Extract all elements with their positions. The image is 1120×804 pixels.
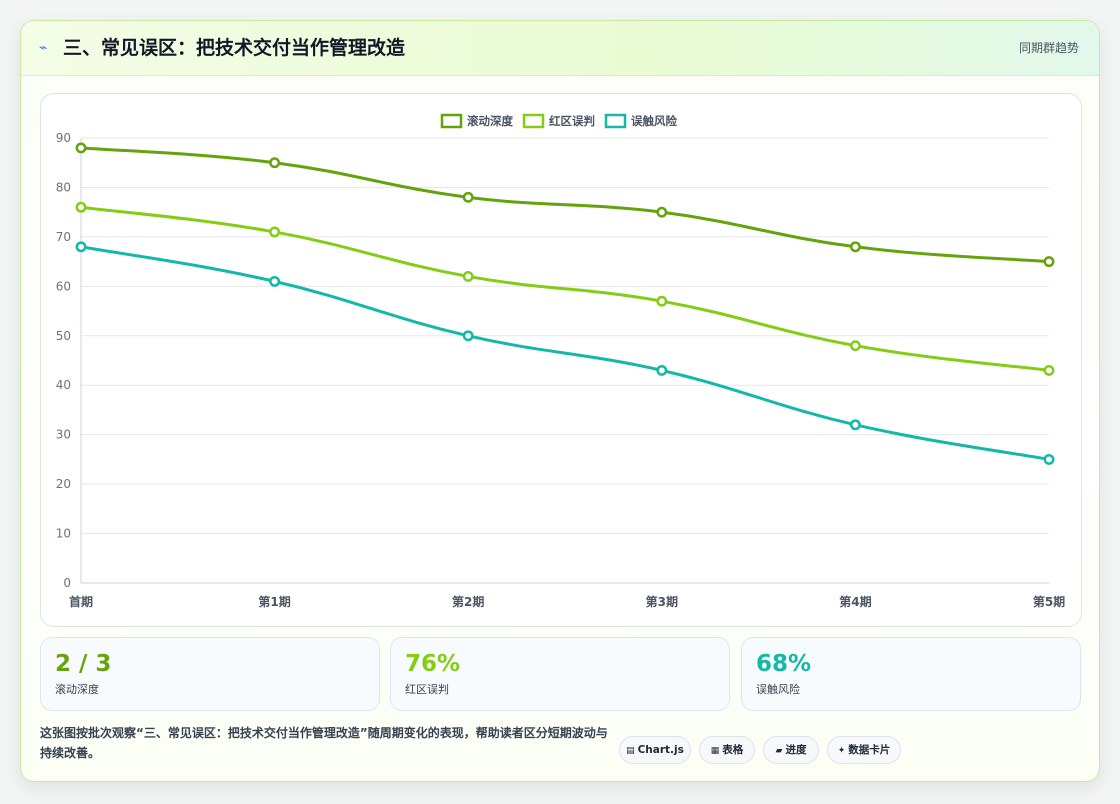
y-tick-label: 90 [56,131,71,145]
legend-swatch [440,113,463,129]
stat-value: 68% [756,651,812,677]
data-point [656,364,668,376]
data-point [1043,453,1055,465]
table-icon: ▦ [710,746,720,756]
line-chart: 0 10 20 30 40 50 60 70 80 90 首期 第1期 第2期 第3期 第4期 第5期 滚动深度… [56,113,1065,609]
legend-label: 滚动深度 [467,114,513,128]
x-tick-label: 首期 [69,594,93,609]
chip-progress[interactable]: ▰ 进度 [763,736,819,764]
data-point [849,241,861,253]
x-tick-label: 第4期 [839,594,871,609]
legend-label: 红区误判 [549,114,595,128]
data-point [75,241,87,253]
legend-swatch [604,113,627,129]
stat-label: 滚动深度 [55,683,99,696]
chip-chartjs[interactable]: ▤ Chart.js [619,736,691,764]
x-tick-label: 第1期 [258,594,290,609]
lightning-icon: ⌁ [39,40,48,56]
data-point [269,275,281,287]
data-point [1043,256,1055,268]
stat-label: 红区误判 [405,683,449,696]
data-point [656,206,668,218]
card-icon: ✦ [837,746,846,756]
data-point [462,270,474,282]
x-tick-label: 第2期 [452,594,484,609]
y-tick-label: 0 [63,576,71,590]
chip-data-card[interactable]: ✦ 数据卡片 [827,736,901,764]
stat-value: 76% [405,651,461,677]
y-tick-label: 60 [56,279,71,293]
data-point [849,419,861,431]
chip-table[interactable]: ▦ 表格 [699,736,755,764]
data-point [462,330,474,342]
y-tick-label: 30 [56,428,71,442]
legend-swatch [522,113,545,129]
data-point [462,191,474,203]
stat-label: 误触风险 [756,683,800,696]
series-line-3 [79,245,1051,461]
cohort-trend-label: 同期群趋势 [1018,41,1079,55]
x-tick-label: 第5期 [1033,594,1065,609]
data-point [269,226,281,238]
stat-card-scroll-depth: 2 / 3 滚动深度 [40,637,380,711]
data-point [849,340,861,352]
progress-icon: ▰ [775,746,783,756]
chart-card: ⌁ 三、常见误区：把技术交付当作管理改造 同期群趋势 0 10 20 30 40 50 60… [20,20,1100,782]
data-point [1043,364,1055,376]
x-tick-label: 第3期 [646,594,678,609]
y-tick-label: 20 [56,477,71,491]
data-point [75,142,87,154]
data-point [75,201,87,213]
data-point [269,157,281,169]
y-tick-label: 10 [56,527,71,541]
chart-description: 这张图按批次观察“三、常见误区：把技术交付当作管理改造”随周期变化的表现，帮助读… [40,726,608,760]
stat-card-mistouch-risk: 68% 误触风险 [741,637,1081,711]
card-header: ⌁ 三、常见误区：把技术交付当作管理改造 同期群趋势 [21,21,1099,76]
page-title: 三、常见误区：把技术交付当作管理改造 [63,37,406,59]
data-point [656,295,668,307]
series-line-1 [79,146,1051,264]
y-tick-label: 40 [56,378,71,392]
chart-panel: 0 10 20 30 40 50 60 70 80 90 首期 第1期 第2期 第3期 第4期 第5期 滚动深度… [40,93,1082,627]
stat-card-red-zone: 76% 红区误判 [390,637,730,711]
chart-icon: ▤ [626,746,635,756]
y-tick-label: 80 [56,180,71,194]
series-line-2 [79,205,1051,372]
legend-label: 误触风险 [631,114,677,128]
y-tick-label: 70 [56,230,71,244]
y-tick-label: 50 [56,329,71,343]
stat-value: 2 / 3 [55,651,112,677]
